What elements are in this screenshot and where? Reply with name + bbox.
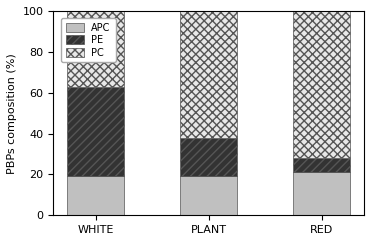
Bar bbox=[293, 158, 350, 172]
Y-axis label: PBPs composition (%): PBPs composition (%) bbox=[7, 53, 17, 174]
Bar bbox=[180, 176, 237, 215]
Bar bbox=[293, 11, 350, 158]
Bar bbox=[68, 176, 124, 215]
Bar bbox=[180, 138, 237, 176]
Bar bbox=[180, 11, 237, 138]
Bar bbox=[68, 87, 124, 176]
Legend: APC, PE, PC: APC, PE, PC bbox=[61, 18, 116, 62]
Bar bbox=[293, 172, 350, 215]
Bar bbox=[68, 11, 124, 87]
